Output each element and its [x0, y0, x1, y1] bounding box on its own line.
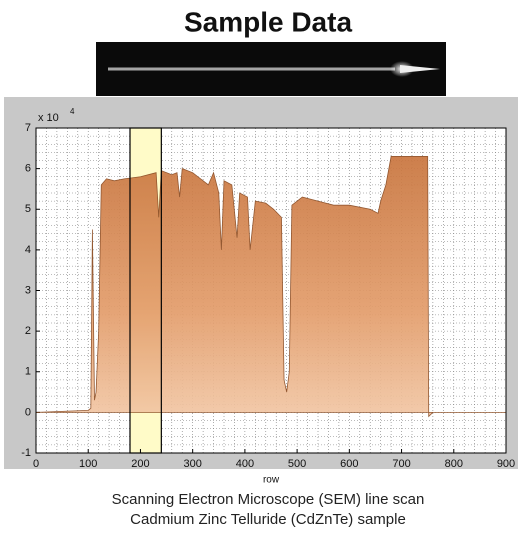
y-tick-label: -1: [21, 447, 31, 459]
x-tick-label: 600: [340, 458, 358, 470]
y-tick-label: 7: [25, 122, 31, 134]
y-tick-label: 0: [25, 406, 31, 418]
y-tick-label: 6: [25, 163, 31, 175]
y-tick-label: 1: [25, 366, 31, 378]
caption-line: Cadmium Zinc Telluride (CdZnTe) sample: [130, 511, 406, 528]
y-tick-label: 3: [25, 284, 31, 296]
x-tick-label: 800: [445, 458, 463, 470]
x-tick-label: 0: [33, 458, 39, 470]
y-tick-label: 5: [25, 203, 31, 215]
profile-area: [35, 156, 506, 418]
x-tick-label: 100: [79, 458, 97, 470]
chart-title: Sample Data: [184, 6, 352, 37]
x-tick-label: 700: [392, 458, 410, 470]
sem-image: [96, 42, 446, 96]
x-axis-label: row: [263, 475, 280, 486]
x-tick-label: 400: [236, 458, 254, 470]
caption-line: Scanning Electron Microscope (SEM) line …: [112, 491, 425, 508]
y-multiplier: x 10: [38, 112, 59, 124]
y-exponent: 4: [70, 107, 75, 116]
x-tick-label: 300: [183, 458, 201, 470]
y-tick-label: 4: [25, 244, 31, 256]
y-tick-label: 2: [25, 325, 31, 337]
x-tick-label: 500: [288, 458, 306, 470]
x-tick-label: 900: [497, 458, 515, 470]
x-tick-label: 200: [131, 458, 149, 470]
axes-box: [35, 127, 507, 454]
